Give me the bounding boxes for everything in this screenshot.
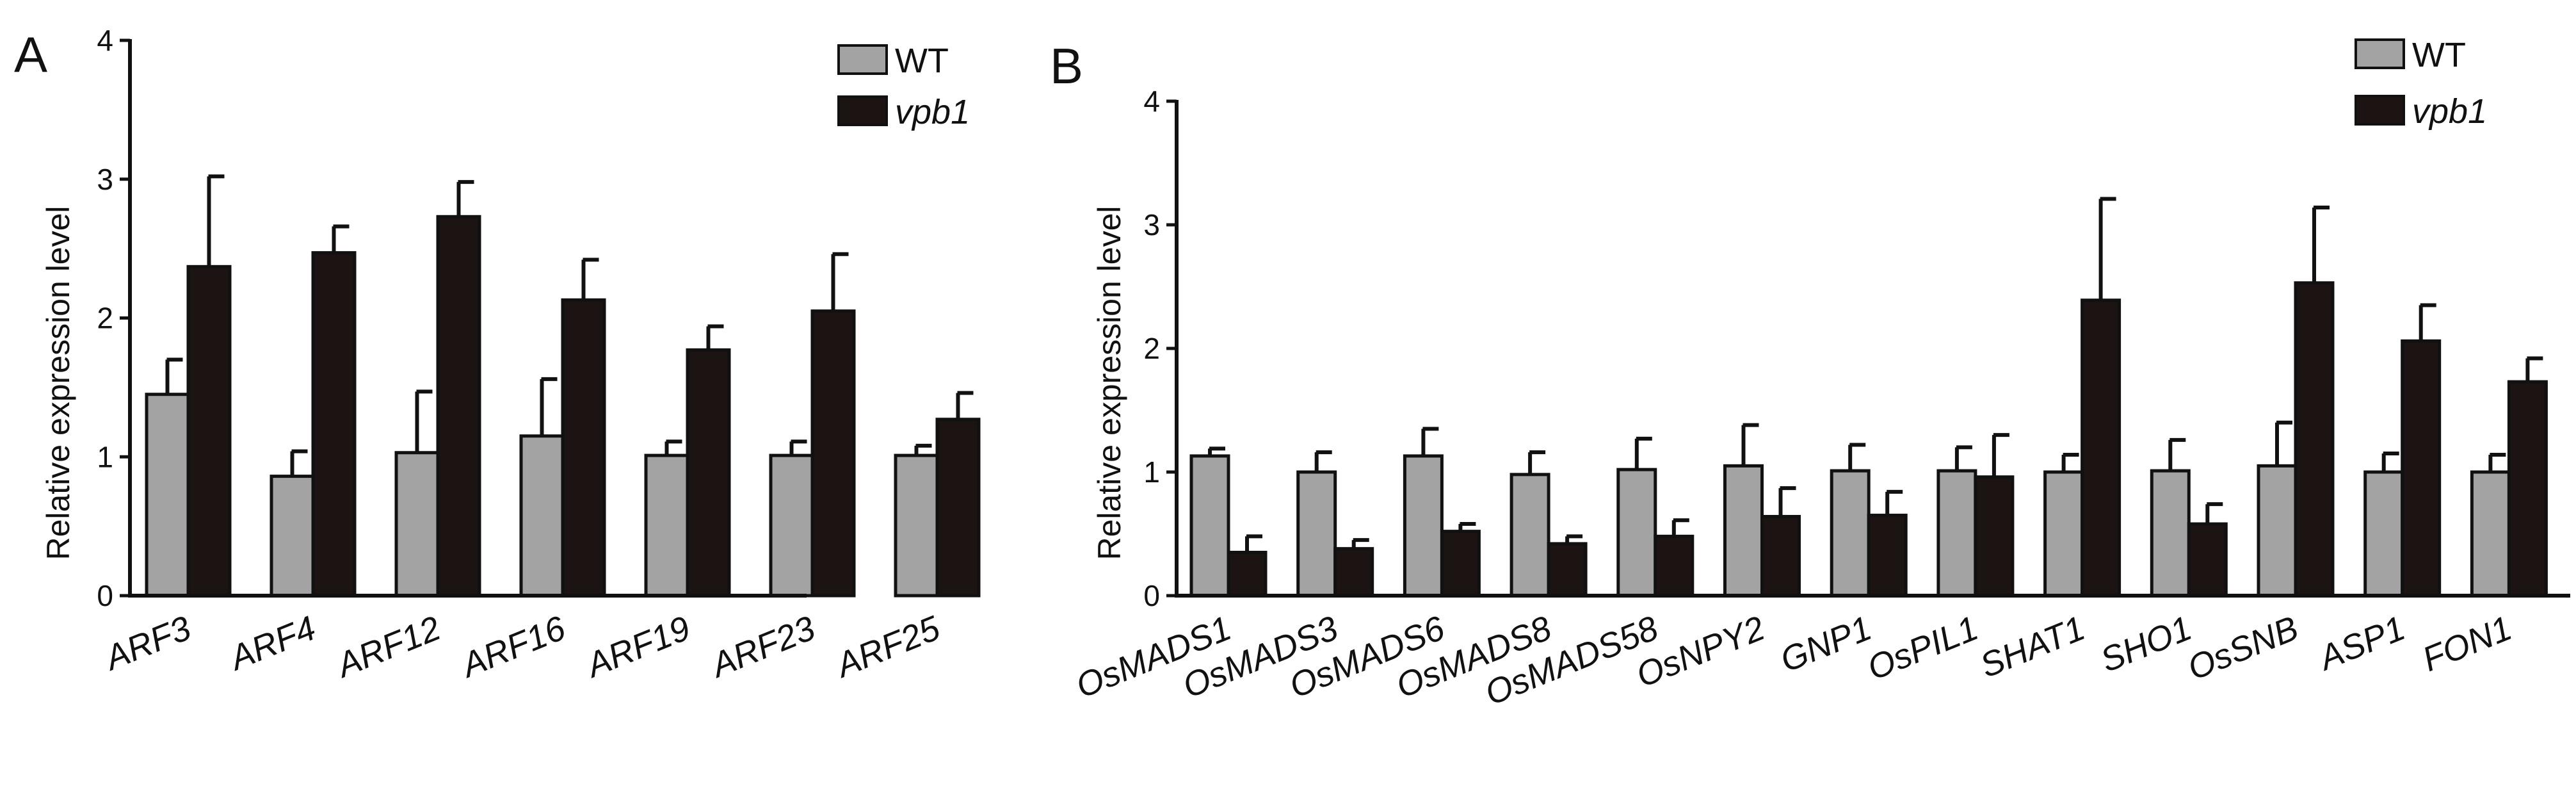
bar-wt-asp1 — [2363, 470, 2404, 598]
bar-vpb1-osmads3 — [1333, 547, 1374, 598]
bar-wt-sho1 — [2150, 469, 2191, 598]
bar-vpb1-gnp1 — [1867, 514, 1908, 598]
panel-b: B Relative expression level 0 1 2 3 4 OsMADS… — [1050, 36, 2570, 713]
bar-wt-ossnb — [2257, 464, 2298, 598]
legend-vpb1-swatch — [2355, 95, 2405, 126]
legend-wt-swatch — [2355, 38, 2405, 69]
y-tick-label: 2 — [97, 302, 113, 335]
bar-vpb1-sho1 — [2187, 522, 2228, 598]
y-tick-label: 0 — [97, 579, 113, 612]
panel-b-y-axis-label: Relative expression level — [1091, 206, 1127, 560]
x-tick-label: OsSNB — [2182, 608, 2303, 687]
bar-wt-arf4 — [270, 475, 315, 598]
x-tick-label: GNP1 — [1775, 608, 1877, 680]
bar-vpb1-osmads6 — [1440, 530, 1481, 598]
bar-wt-arf12 — [394, 451, 440, 598]
bar-vpb1-fon1 — [2507, 380, 2548, 598]
panel-a-x-tick-labels: ARF3 ARF4 ARF12 ARF16 ARF19 ARF23 ARF25 — [98, 608, 946, 685]
panel-b-y-ticks: 0 1 2 3 4 — [1143, 85, 1177, 612]
legend-vpb1-label: vpb1 — [2412, 92, 2487, 131]
panel-a-letter: A — [14, 26, 47, 83]
x-tick-label: ARF23 — [704, 608, 820, 685]
bar-wt-osmads58 — [1616, 468, 1657, 598]
y-tick-label: 4 — [97, 24, 113, 57]
panel-a-y-ticks: 0 1 2 3 4 — [97, 24, 130, 612]
bar-vpb1-osmads58 — [1654, 534, 1695, 598]
x-tick-label: SHAT1 — [1975, 608, 2090, 685]
panel-b-letter: B — [1050, 38, 1083, 94]
x-tick-label: ARF25 — [829, 608, 946, 685]
y-tick-label: 2 — [1143, 332, 1160, 365]
bar-wt-osmads1 — [1189, 454, 1230, 598]
bar-wt-arf19 — [644, 453, 689, 598]
y-tick-label: 3 — [97, 163, 113, 196]
bar-wt-osmads8 — [1509, 473, 1550, 598]
bar-wt-osmads3 — [1296, 470, 1337, 598]
bar-wt-arf3 — [145, 393, 190, 598]
x-tick-label: SHO1 — [2095, 608, 2197, 680]
x-tick-label: ARF19 — [579, 608, 695, 685]
bar-vpb1-arf25 — [935, 418, 981, 598]
x-tick-label: ARF3 — [98, 608, 196, 678]
bar-vpb1-arf4 — [311, 251, 357, 598]
panel-b-legend: WT vpb1 — [2355, 36, 2487, 131]
bar-wt-ospil1 — [1936, 469, 1977, 598]
bar-vpb1-arf12 — [436, 215, 481, 598]
bar-wt-arf25 — [894, 453, 939, 598]
legend-wt-swatch — [837, 44, 888, 75]
panel-a-legend: WT vpb1 — [837, 42, 970, 131]
bar-wt-gnp1 — [1830, 469, 1871, 598]
panel-a-y-axis-label: Relative expression level — [40, 206, 76, 560]
bar-wt-osnpy2 — [1723, 464, 1764, 598]
bar-vpb1-ossnb — [2294, 281, 2335, 598]
x-tick-label: ARF12 — [330, 608, 446, 685]
bar-vpb1-arf16 — [561, 298, 606, 598]
bar-wt-shat1 — [2043, 470, 2084, 598]
y-tick-label: 0 — [1143, 579, 1160, 612]
x-tick-label: ARF16 — [455, 608, 571, 685]
bar-wt-arf16 — [519, 434, 565, 598]
bar-vpb1-shat1 — [2081, 298, 2121, 598]
legend-wt-label: WT — [895, 42, 949, 80]
y-tick-label: 4 — [1143, 85, 1160, 118]
bar-vpb1-arf3 — [186, 265, 232, 598]
bar-wt-arf23 — [769, 453, 814, 598]
bar-vpb1-osnpy2 — [1760, 514, 1801, 598]
panel-b-bars — [1189, 197, 2548, 598]
panel-a-bars — [145, 174, 981, 598]
y-tick-label: 1 — [97, 440, 113, 473]
panel-b-x-tick-labels: OsMADS1OsMADS3OsMADS6OsMADS8OsMADS58OsNP… — [1071, 608, 2517, 713]
bar-vpb1-osmads8 — [1547, 542, 1588, 598]
legend-vpb1-swatch — [837, 95, 888, 126]
bar-vpb1-arf19 — [686, 348, 731, 598]
panel-b-axes — [1175, 100, 2570, 598]
panel-a-axes — [128, 39, 807, 598]
bar-vpb1-osmads1 — [1227, 550, 1268, 598]
x-tick-label: ARF4 — [223, 608, 321, 678]
bar-vpb1-arf23 — [810, 309, 856, 598]
y-tick-label: 1 — [1143, 455, 1160, 489]
legend-vpb1-label: vpb1 — [895, 93, 970, 131]
legend-wt-label: WT — [2412, 36, 2466, 74]
y-tick-label: 3 — [1143, 208, 1160, 241]
bar-wt-fon1 — [2470, 470, 2511, 598]
x-tick-label: OsPIL1 — [1862, 608, 1983, 687]
x-tick-label: ASP1 — [2312, 608, 2410, 678]
bar-vpb1-asp1 — [2401, 339, 2442, 598]
x-tick-label: FON1 — [2417, 608, 2517, 679]
bar-vpb1-ospil1 — [1974, 475, 2015, 598]
bar-wt-osmads6 — [1403, 454, 1444, 598]
